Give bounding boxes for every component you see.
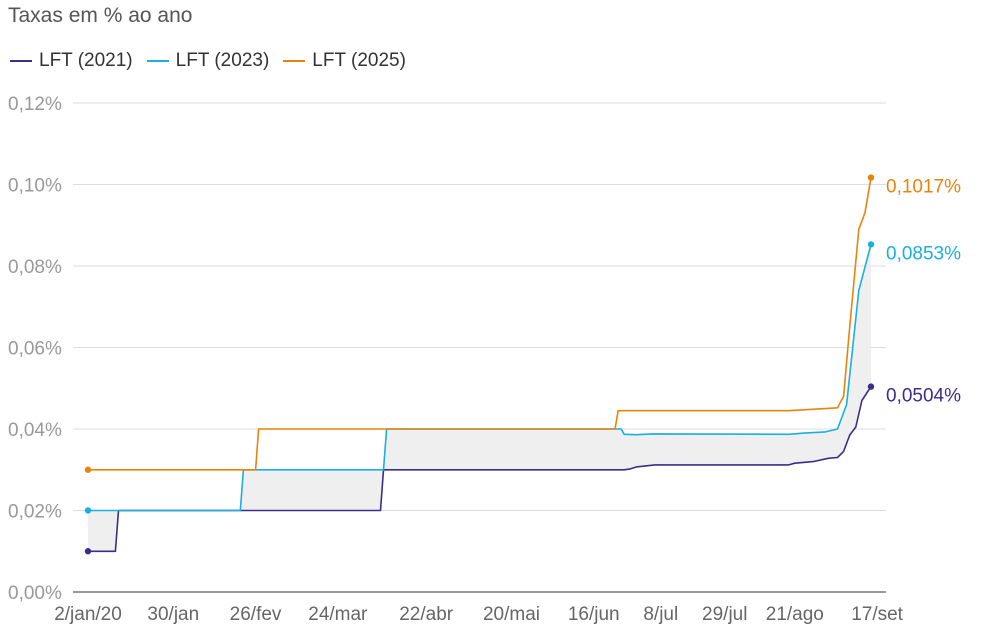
series-line-lft-2023 bbox=[88, 244, 872, 512]
x-tick-label: 26/fev bbox=[230, 604, 282, 625]
legend-item-lft-2021: LFT (2021) bbox=[10, 50, 133, 72]
x-tick-label: 21/ago bbox=[766, 604, 824, 625]
series-end-label-lft-2021: 0,0504% bbox=[886, 386, 961, 407]
y-tick-label: 0,06% bbox=[8, 339, 62, 360]
y-tick-label: 0,04% bbox=[8, 420, 62, 441]
x-tick-label: 8/jul bbox=[643, 604, 678, 625]
legend-item-lft-2023: LFT (2023) bbox=[146, 50, 270, 72]
chart-legend: LFT (2021) LFT (2023) LFT (2025) bbox=[10, 50, 406, 72]
series-start-point-lft-2021 bbox=[84, 548, 92, 555]
series-layer bbox=[84, 174, 875, 555]
grid-layer bbox=[73, 102, 886, 511]
y-tick-label: 0,12% bbox=[8, 94, 62, 115]
x-tick-label: 29/jul bbox=[702, 604, 747, 625]
series-end-point-lft-2021 bbox=[867, 383, 875, 390]
legend-label-lft-2025: LFT (2025) bbox=[312, 50, 406, 71]
series-end-point-lft-2023 bbox=[867, 241, 875, 248]
x-tick-label: 24/mar bbox=[308, 604, 368, 625]
series-end-point-lft-2025 bbox=[867, 174, 875, 181]
x-tick-label: 22/abr bbox=[399, 604, 454, 625]
range-band bbox=[88, 244, 871, 552]
x-tick-label: 30/jan bbox=[147, 604, 199, 625]
label-layer: 0,0504% 0,0853% 0,1017% bbox=[886, 177, 961, 407]
chart-title: Taxas em % ao ano bbox=[8, 4, 193, 27]
legend-swatch-lft-2025 bbox=[283, 60, 306, 62]
legend-swatch-lft-2023 bbox=[146, 60, 169, 62]
y-tick-label: 0,00% bbox=[8, 583, 62, 604]
series-start-point-lft-2023 bbox=[84, 507, 92, 514]
x-tick-label: 2/jan/20 bbox=[54, 604, 122, 625]
axis-layer: 0,00% 0,02% 0,04% 0,06% 0,08% 0,10% 0,12% 2/jan… bbox=[8, 94, 904, 625]
y-tick-label: 0,08% bbox=[8, 257, 62, 278]
series-line-lft-2025 bbox=[88, 177, 872, 471]
series-end-label-lft-2025: 0,1017% bbox=[886, 177, 961, 198]
series-end-label-lft-2023: 0,0853% bbox=[886, 243, 961, 264]
legend-swatch-lft-2021 bbox=[10, 60, 32, 62]
series-line-lft-2021 bbox=[88, 386, 872, 553]
x-tick-label: 16/jun bbox=[568, 604, 620, 625]
series-start-point-lft-2025 bbox=[84, 466, 92, 473]
x-tick-label: 17/set bbox=[851, 604, 903, 625]
legend-label-lft-2021: LFT (2021) bbox=[39, 50, 133, 71]
legend-label-lft-2023: LFT (2023) bbox=[175, 50, 270, 71]
y-tick-label: 0,02% bbox=[8, 502, 62, 523]
x-tick-label: 20/mai bbox=[483, 604, 540, 625]
y-tick-label: 0,10% bbox=[8, 176, 62, 197]
legend-item-lft-2025: LFT (2025) bbox=[283, 50, 406, 72]
